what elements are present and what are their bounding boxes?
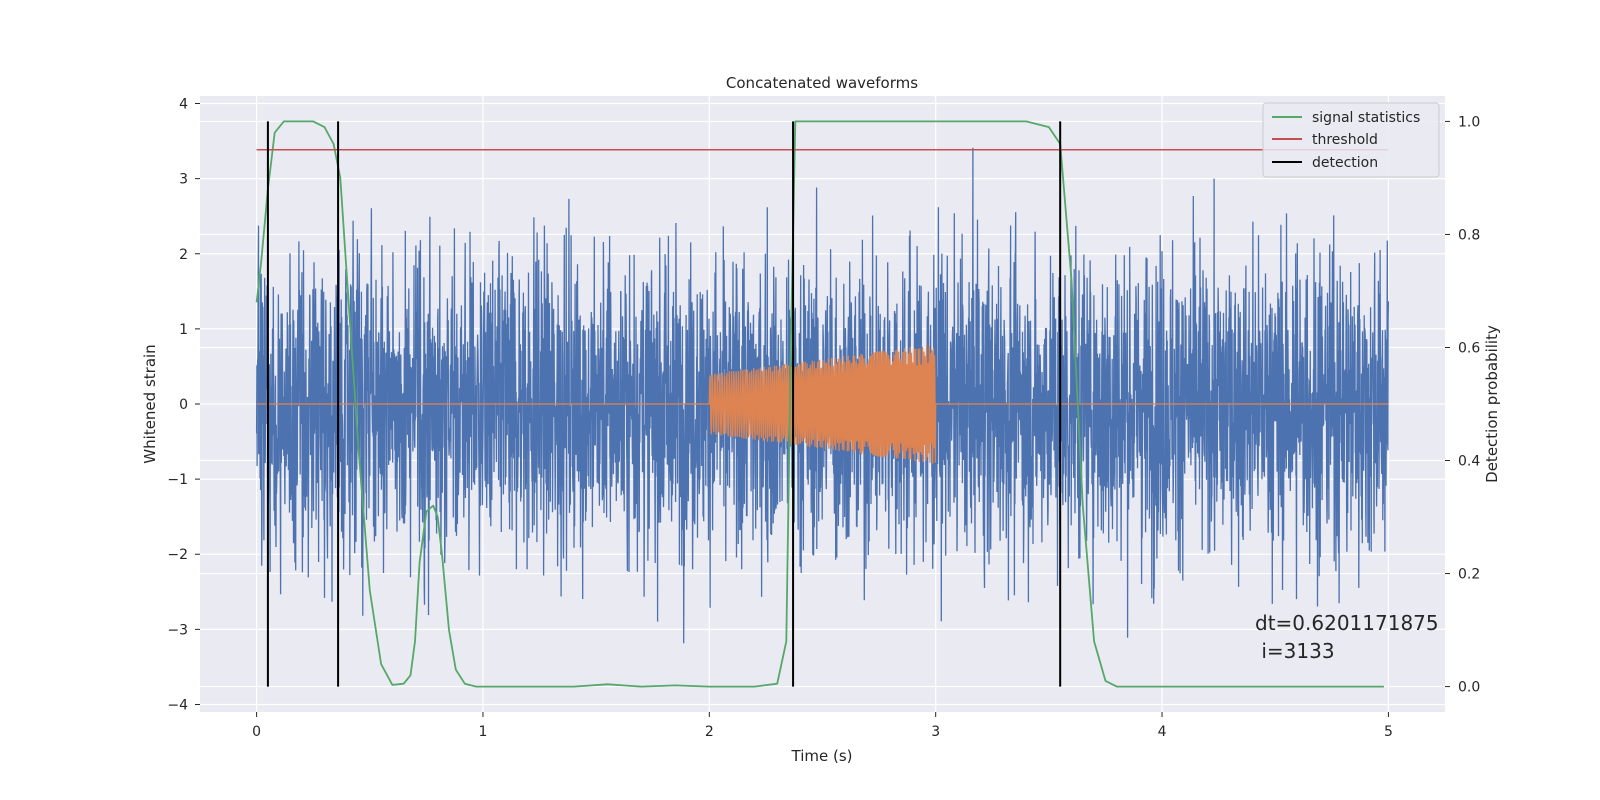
y2-tick-label: 0.8 — [1458, 227, 1480, 243]
y-ticks: −4 −3 −2 −1 0 1 2 3 4 — [167, 97, 200, 713]
x-tick-label: 0 — [252, 724, 261, 740]
y2-tick-label: 0.6 — [1458, 340, 1480, 356]
y-tick-label: −2 — [167, 547, 188, 563]
series-detection — [266, 121, 1062, 687]
signal-statistics-line — [255, 120, 1384, 688]
legend-label-signal-statistics: signal statistics — [1312, 110, 1420, 126]
x-tick-label: 2 — [705, 724, 714, 740]
y-tick-label: 4 — [179, 97, 188, 113]
y2-axis-label: Detection probability — [1483, 325, 1501, 483]
y-tick-label: 3 — [179, 172, 188, 188]
legend-label-detection: detection — [1312, 155, 1378, 171]
x-ticks: 0 1 2 3 4 5 — [252, 712, 1393, 740]
y2-ticks: 0.0 0.2 0.4 0.6 0.8 1.0 — [1445, 114, 1480, 696]
y2-tick-label: 0.0 — [1458, 680, 1480, 696]
x-tick-label: 1 — [478, 724, 487, 740]
waveform-line — [256, 345, 1389, 464]
x-tick-label: 3 — [931, 724, 940, 740]
y-axis-label: Whitened strain — [141, 344, 159, 463]
y-tick-label: −4 — [167, 697, 188, 713]
series-signal-statistics — [255, 120, 1384, 688]
y-tick-label: 0 — [179, 397, 188, 413]
y2-tick-label: 0.4 — [1458, 454, 1480, 470]
y-tick-label: −3 — [167, 622, 188, 638]
x-tick-label: 4 — [1158, 724, 1167, 740]
y-tick-label: 2 — [179, 247, 188, 263]
x-axis-label: Time (s) — [791, 747, 853, 765]
annotation-dt: dt=0.6201171875 — [1255, 611, 1439, 635]
annotation-i: i=3133 — [1255, 639, 1335, 663]
y2-tick-label: 1.0 — [1458, 114, 1480, 130]
x-tick-label: 5 — [1384, 724, 1393, 740]
legend: signal statistics threshold detection — [1262, 102, 1440, 178]
legend-box — [1262, 102, 1440, 178]
y2-tick-label: 0.2 — [1458, 567, 1480, 583]
y-tick-label: −1 — [167, 472, 188, 488]
legend-label-threshold: threshold — [1312, 132, 1378, 148]
chart-title: Concatenated waveforms — [726, 74, 918, 92]
series-injected-waveform — [256, 345, 1389, 464]
y-tick-label: 1 — [179, 322, 188, 338]
